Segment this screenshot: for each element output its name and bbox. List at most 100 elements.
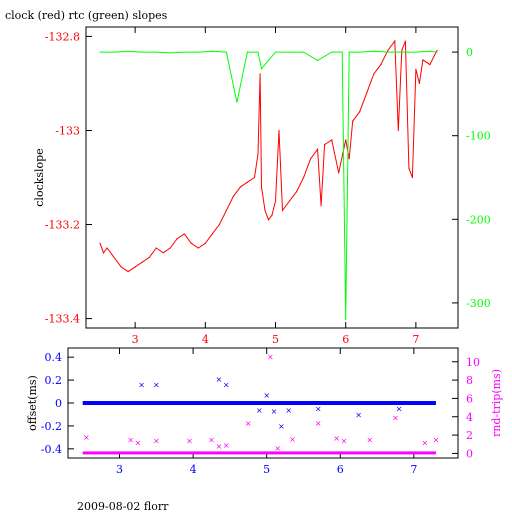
data-point bbox=[411, 176, 413, 179]
data-point bbox=[183, 233, 185, 235]
x-tick-label: 5 bbox=[263, 463, 270, 476]
scatter-point: × bbox=[223, 381, 230, 390]
data-point bbox=[267, 219, 270, 221]
data-point bbox=[295, 191, 298, 193]
data-point bbox=[397, 129, 399, 132]
y-tick-label: 0.4 bbox=[45, 351, 63, 364]
data-point bbox=[120, 266, 122, 268]
y-tick-label: -0.4 bbox=[41, 443, 62, 456]
data-point bbox=[259, 73, 261, 75]
scatter-point: × bbox=[333, 434, 340, 443]
data-point bbox=[436, 49, 438, 52]
data-point bbox=[338, 172, 340, 174]
y-axis-label: offset(ms) bbox=[26, 375, 39, 431]
y-tick-label: 0 bbox=[55, 397, 62, 410]
data-point bbox=[176, 238, 178, 240]
data-point bbox=[317, 148, 319, 150]
data-point bbox=[422, 59, 424, 61]
data-point bbox=[211, 50, 213, 52]
data-point bbox=[190, 242, 192, 244]
y2-tick-label: 10 bbox=[466, 356, 480, 369]
data-point bbox=[225, 51, 227, 53]
scatter-point: × bbox=[215, 442, 222, 451]
offset-baseline-band bbox=[82, 401, 436, 405]
scatter-point: × bbox=[289, 435, 296, 444]
data-point bbox=[408, 167, 410, 169]
data-point bbox=[183, 51, 185, 53]
data-point bbox=[366, 92, 368, 94]
data-point bbox=[99, 51, 101, 53]
data-point bbox=[236, 101, 238, 103]
footer-label: 2009-08-02 florr bbox=[77, 500, 169, 512]
scatter-point: × bbox=[267, 352, 274, 361]
x-tick-label: 3 bbox=[132, 333, 139, 346]
scatter-point: × bbox=[271, 407, 278, 416]
scatter-point: × bbox=[278, 422, 285, 431]
scatter-point: × bbox=[315, 405, 322, 414]
y2-tick-label: 0 bbox=[466, 46, 473, 59]
x-tick-label: 6 bbox=[337, 463, 344, 476]
data-point bbox=[302, 176, 305, 179]
data-point bbox=[387, 51, 389, 53]
data-point bbox=[169, 247, 171, 249]
y2-tick-label: -200 bbox=[466, 213, 491, 226]
data-point bbox=[134, 266, 136, 268]
scatter-point: × bbox=[208, 436, 215, 445]
data-point bbox=[278, 129, 280, 132]
data-point bbox=[113, 256, 115, 259]
data-point bbox=[141, 51, 143, 53]
data-point bbox=[348, 51, 350, 53]
x-tick-label: 4 bbox=[202, 333, 209, 346]
data-point bbox=[310, 158, 312, 160]
y2-tick-label: 2 bbox=[466, 429, 473, 442]
rndtrip-baseline-band bbox=[82, 451, 436, 455]
scatter-point: × bbox=[315, 419, 322, 428]
scatter-point: × bbox=[245, 419, 252, 428]
data-point bbox=[257, 51, 259, 53]
scatter-point: × bbox=[263, 391, 270, 400]
data-point bbox=[436, 51, 438, 53]
y-tick-label: 0.2 bbox=[45, 374, 63, 387]
data-point bbox=[127, 270, 129, 273]
scatter-point: × bbox=[186, 437, 193, 446]
data-point bbox=[302, 51, 305, 53]
data-point bbox=[246, 181, 249, 183]
data-point bbox=[387, 49, 389, 52]
x-tick-label: 5 bbox=[272, 333, 279, 346]
y-tick-label: -133 bbox=[55, 124, 80, 137]
data-point bbox=[246, 51, 249, 53]
y2-tick-label: -300 bbox=[466, 297, 491, 310]
scatter-point: × bbox=[355, 410, 362, 419]
y-tick-label: -132.8 bbox=[45, 30, 80, 43]
data-point bbox=[373, 73, 375, 75]
plot-frame bbox=[85, 26, 459, 329]
data-point bbox=[331, 139, 333, 141]
data-point bbox=[359, 111, 361, 113]
data-point bbox=[106, 247, 108, 249]
y2-tick-label: 8 bbox=[466, 374, 473, 387]
data-point bbox=[211, 233, 213, 235]
data-point bbox=[317, 59, 319, 62]
x-tick-label: 7 bbox=[412, 333, 419, 346]
data-point bbox=[348, 158, 350, 160]
data-point bbox=[331, 51, 333, 53]
scatter-point: × bbox=[127, 436, 134, 445]
data-point bbox=[345, 319, 347, 321]
y2-tick-label: 0 bbox=[466, 447, 473, 460]
data-point bbox=[218, 223, 220, 226]
data-point bbox=[288, 51, 291, 53]
data-point bbox=[281, 209, 284, 212]
data-point bbox=[274, 51, 277, 53]
data-point bbox=[141, 261, 143, 263]
data-point bbox=[253, 176, 256, 179]
data-point bbox=[264, 209, 266, 212]
scatter-point: × bbox=[285, 406, 292, 415]
y2-tick-label: -100 bbox=[466, 130, 491, 143]
data-point bbox=[401, 49, 403, 52]
y-axis-label: clockslope bbox=[33, 148, 46, 206]
data-point bbox=[232, 195, 234, 197]
data-point bbox=[288, 200, 291, 202]
panel-1: 3 4 5 6 7 0.4 0.2 0 -0.2 -0.4 10 8 6 4 2 0 offset(ms) rnd… bbox=[26, 347, 503, 476]
data-point bbox=[359, 51, 361, 53]
